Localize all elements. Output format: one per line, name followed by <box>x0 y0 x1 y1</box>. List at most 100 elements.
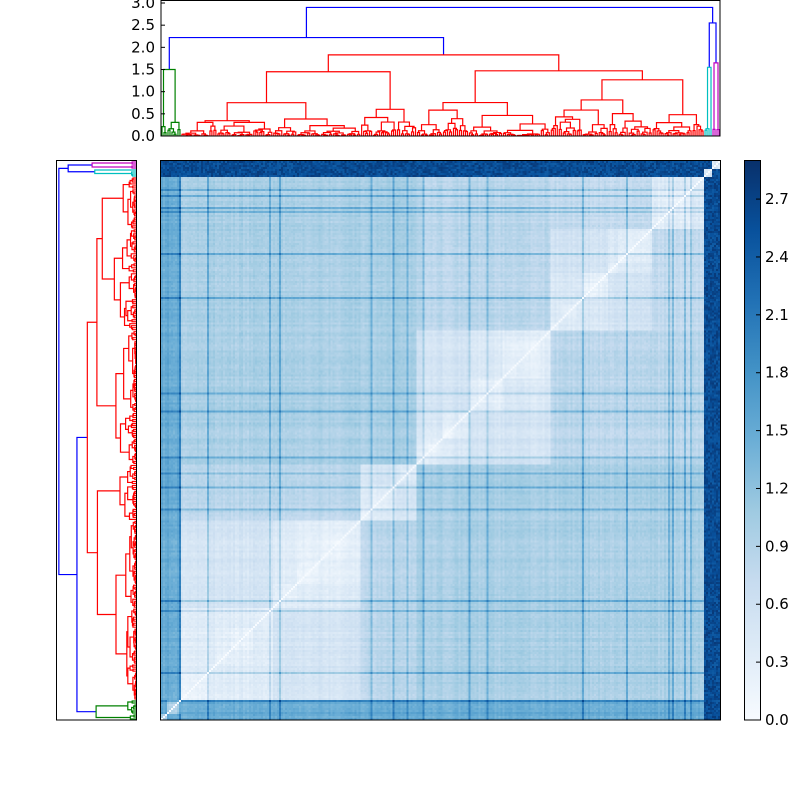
dendrogram-link <box>113 257 123 301</box>
dendrogram-link <box>133 283 136 287</box>
dendrogram-link <box>687 130 692 136</box>
top-dendrogram-frame <box>160 0 721 137</box>
dendrogram-link <box>132 521 135 530</box>
dendrogram-link <box>259 131 263 136</box>
dendrogram-link <box>648 132 652 136</box>
dendrogram-link <box>580 99 624 114</box>
dendrogram-link <box>559 121 571 130</box>
dendrogram-link <box>130 464 136 470</box>
dendrogram-link <box>438 133 443 136</box>
dendrogram-link <box>130 273 136 281</box>
dendrogram-link <box>134 528 136 532</box>
dendrogram-link <box>519 123 546 131</box>
dendrogram-link <box>170 121 180 130</box>
y-tick-label: 0.5 <box>131 105 155 123</box>
dendrogram-link <box>133 428 136 433</box>
dendrogram-link <box>131 480 136 485</box>
dendrogram-link <box>126 239 132 257</box>
dendrogram-link <box>506 129 534 135</box>
dendrogram-link <box>94 169 136 175</box>
dendrogram-link <box>125 553 132 598</box>
dendrogram-link <box>133 608 136 614</box>
dendrogram-link <box>576 130 580 136</box>
dendrogram-link <box>132 466 136 471</box>
dendrogram-link <box>451 118 464 126</box>
dendrogram-link <box>223 125 245 133</box>
dendrogram-link <box>494 134 498 136</box>
dendrogram-link <box>132 269 136 273</box>
dendrogram-link <box>442 101 508 116</box>
dendrogram-link <box>134 383 136 387</box>
dendrogram-link <box>630 128 639 134</box>
dendrogram-link <box>101 197 124 280</box>
dendrogram-link <box>624 120 642 129</box>
colorbar-tick-label: 0.9 <box>765 537 789 555</box>
dendrogram-link <box>490 133 495 136</box>
dendrogram-link <box>132 305 136 309</box>
dendrogram-link <box>134 195 136 199</box>
dendrogram-link <box>309 125 345 131</box>
dendrogram-link <box>181 133 185 136</box>
dendrogram-link <box>668 130 680 133</box>
dendrogram-link <box>644 127 651 134</box>
dendrogram-link <box>609 123 616 132</box>
dendrogram-link <box>134 295 136 299</box>
dendrogram-link <box>127 667 133 685</box>
dendrogram-link <box>115 574 127 655</box>
dendrogram-link <box>86 321 98 554</box>
dendrogram-link <box>416 131 421 136</box>
dendrogram-link <box>277 133 281 136</box>
dendrogram-link <box>127 486 133 501</box>
dendrogram-link <box>447 122 456 130</box>
dendrogram-link <box>601 79 684 115</box>
dendrogram-link <box>134 630 137 634</box>
dendrogram-link <box>349 134 353 136</box>
left-dendrogram-frame <box>56 160 137 721</box>
dendrogram-link <box>227 132 231 136</box>
dendrogram-link <box>134 600 136 604</box>
dendrogram-link <box>704 129 708 136</box>
dendrogram-link <box>67 164 95 173</box>
dendrogram-link <box>131 161 136 165</box>
dendrogram-link <box>468 132 474 136</box>
dendrogram-link <box>678 134 682 136</box>
dendrogram-link <box>132 584 136 589</box>
dendrogram-link <box>163 132 167 136</box>
dendrogram-link <box>133 512 136 516</box>
dendrogram-link <box>534 133 538 136</box>
left-dendrogram <box>58 161 137 720</box>
dendrogram-link <box>128 444 133 461</box>
dendrogram-link <box>375 131 381 136</box>
dendrogram-link <box>706 66 712 136</box>
dendrogram-link <box>168 128 175 133</box>
dendrogram-link <box>481 114 534 128</box>
dendrogram-link <box>130 589 134 603</box>
dendrogram-link <box>133 570 136 574</box>
dendrogram-link <box>121 247 130 270</box>
dendrogram-link <box>123 307 130 327</box>
dendrogram-link <box>131 225 136 229</box>
dendrogram-link <box>611 112 634 125</box>
y-tick-label: 1.0 <box>131 83 155 101</box>
dendrogram-link <box>127 701 133 711</box>
dendrogram-link <box>428 109 458 125</box>
dendrogram-link <box>134 524 137 528</box>
dendrogram-link <box>582 134 586 136</box>
dendrogram-link <box>128 335 133 362</box>
dendrogram-link <box>132 403 135 411</box>
dendrogram-link <box>484 133 489 136</box>
dendrogram-link <box>364 116 389 126</box>
dendrogram-link <box>128 276 134 290</box>
dendrogram-link <box>274 130 283 136</box>
dendrogram-link <box>134 371 136 375</box>
dendrogram-link <box>134 199 136 203</box>
dendrogram-link <box>628 132 635 136</box>
dendrogram-link <box>563 131 570 134</box>
dendrogram-link <box>91 162 133 168</box>
dendrogram-link <box>220 129 228 134</box>
dendrogram-link <box>656 130 662 136</box>
dendrogram-link <box>307 132 311 136</box>
dendrogram-link <box>397 121 411 130</box>
dendrogram-link <box>209 130 213 136</box>
dendrogram-link <box>530 134 534 136</box>
